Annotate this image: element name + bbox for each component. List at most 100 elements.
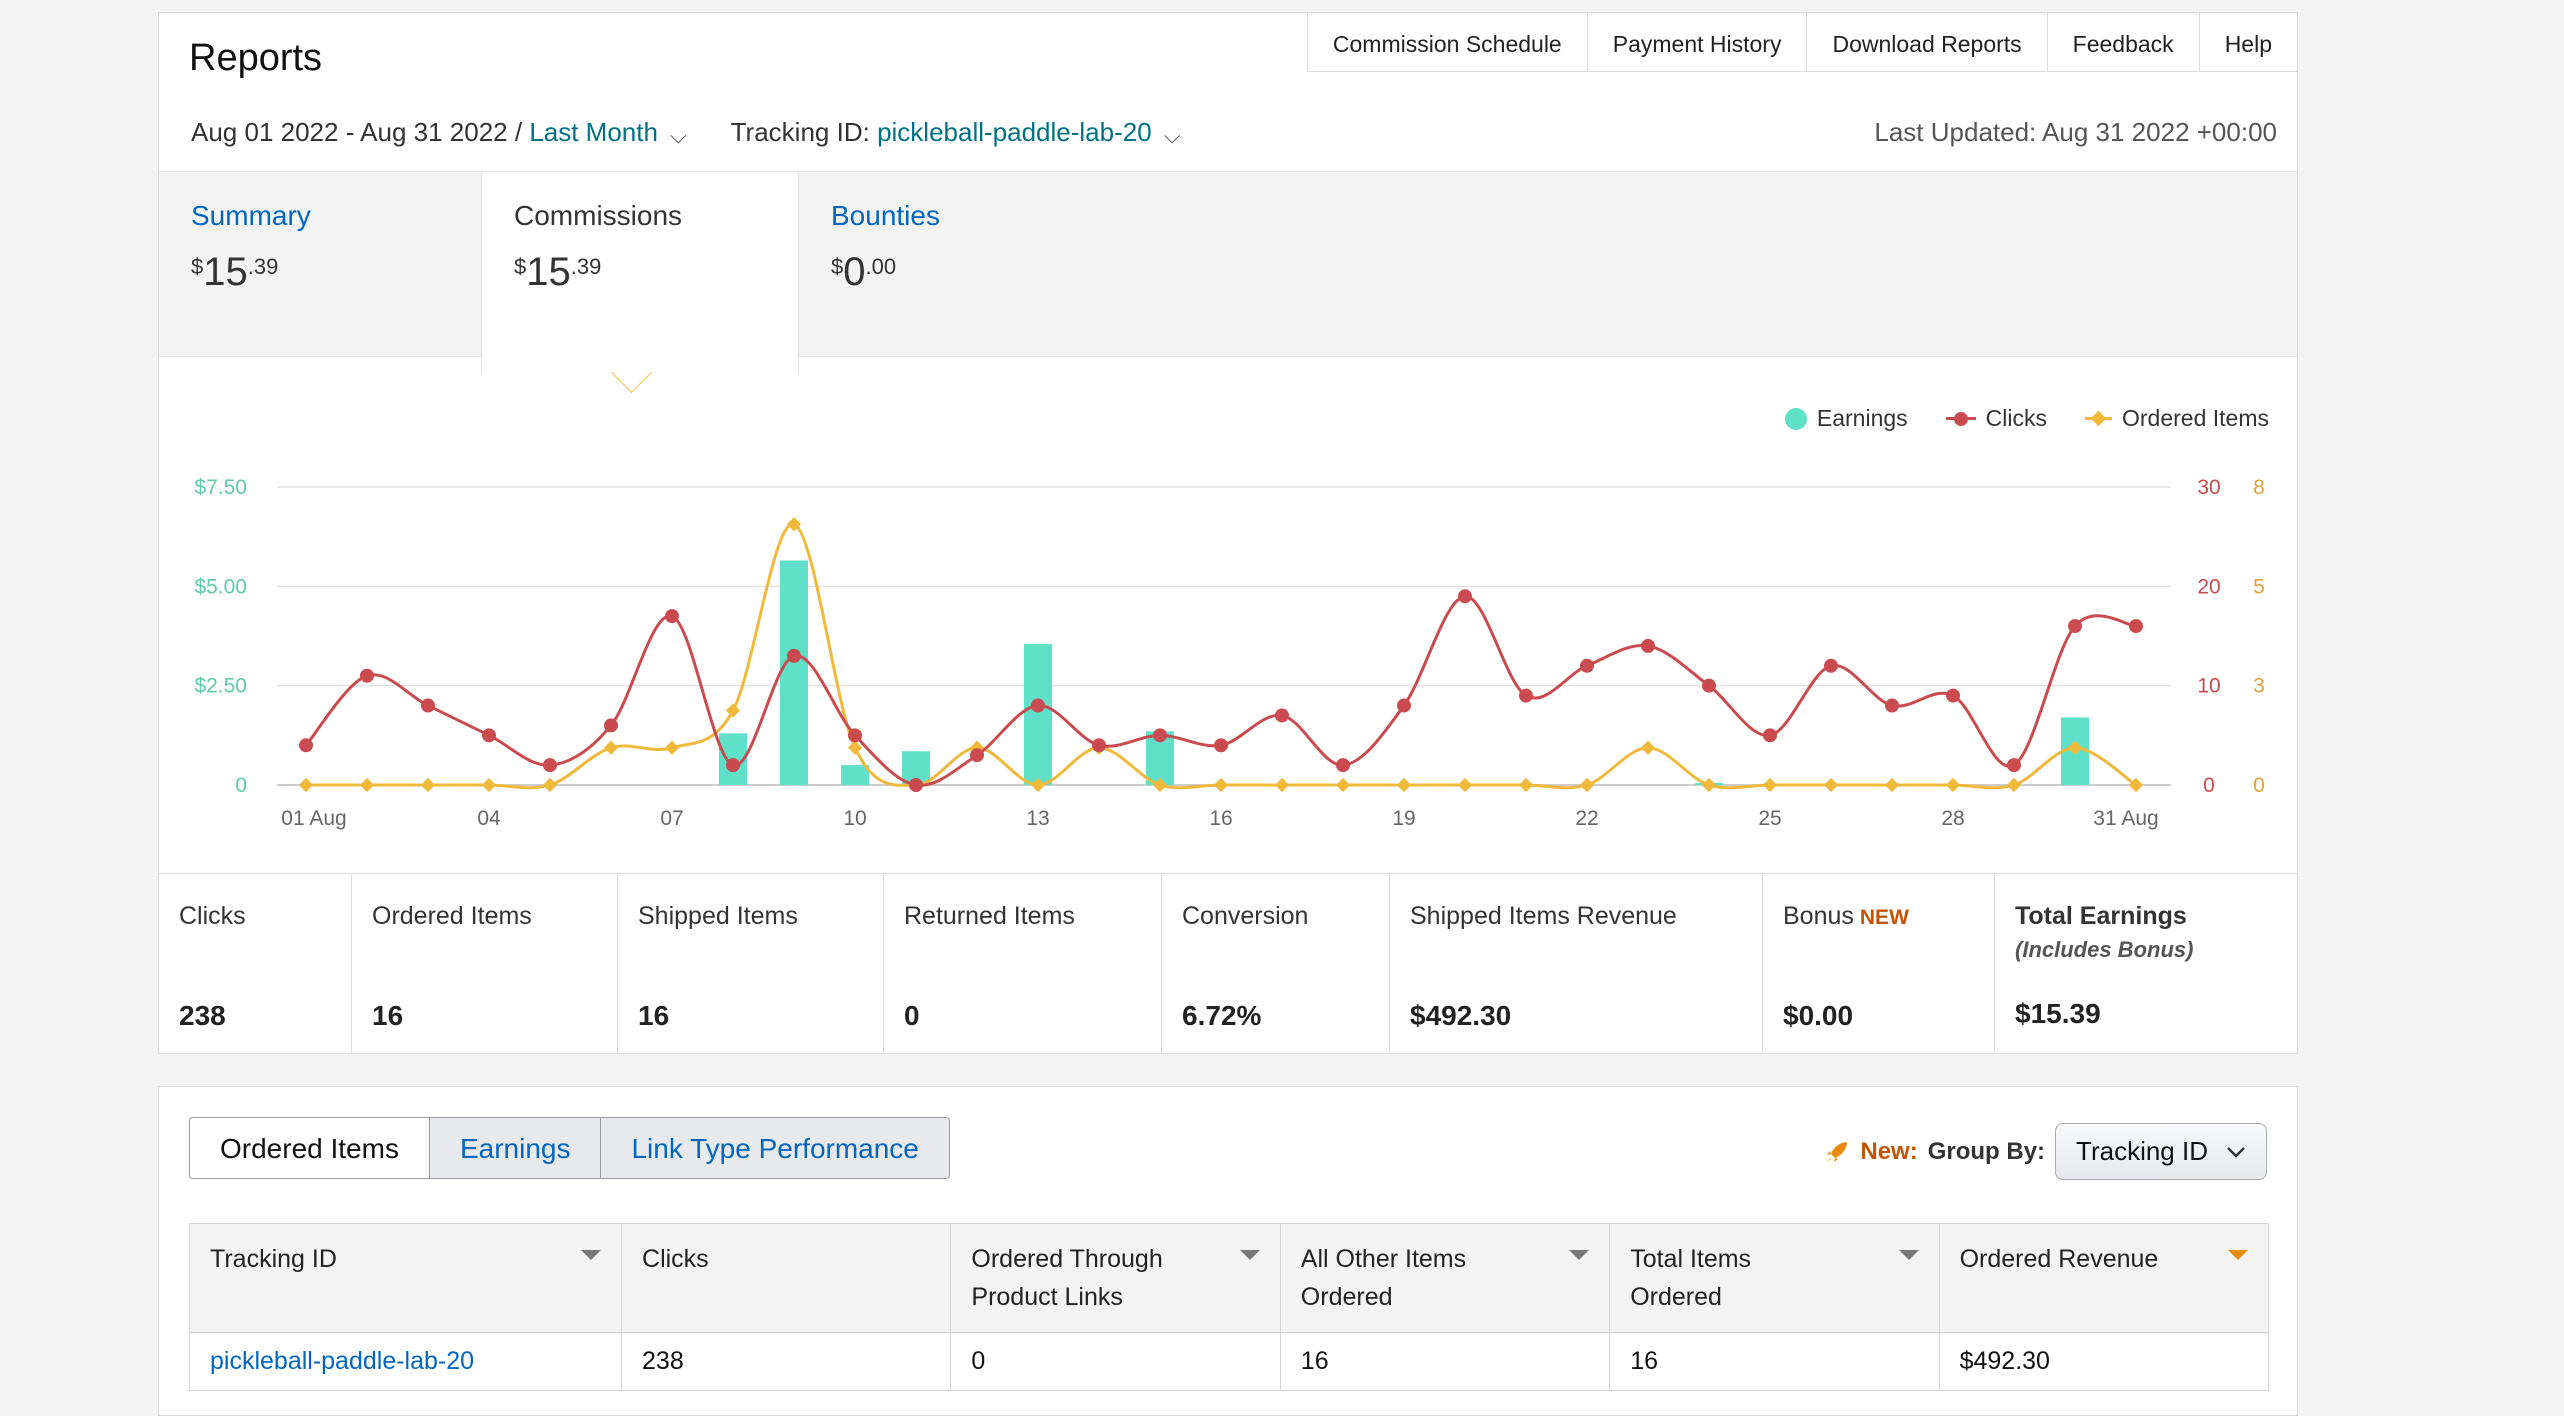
ordered-items-point: [481, 777, 497, 793]
tracking-id-label: Tracking ID:: [730, 117, 870, 147]
group-by-control: New: Group By: Tracking ID: [1824, 1123, 2267, 1180]
date-separator: /: [514, 117, 523, 147]
sort-caret-icon[interactable]: [1569, 1250, 1590, 1260]
tab-bounties[interactable]: Bounties $0.00: [799, 172, 1121, 356]
ordered-items-point: [847, 740, 863, 755]
x-axis-tick-label: 28: [1941, 807, 1964, 830]
tracking-id-link[interactable]: pickleball-paddle-lab-20: [188, 1332, 623, 1391]
column-total-items[interactable]: Total Items Ordered: [1609, 1223, 1940, 1333]
date-preset-dropdown[interactable]: Last Month: [529, 117, 658, 147]
ordered-items-point: [1213, 777, 1229, 793]
x-axis-tick-label: 31 Aug: [2093, 807, 2158, 830]
report-tabs: Summary $15.39 Commissions $15.39 Bounti…: [159, 171, 2297, 372]
download-reports-link[interactable]: Download Reports: [1806, 13, 2047, 72]
right-axis-clicks-tick-label: 30: [2197, 476, 2220, 499]
feedback-link[interactable]: Feedback: [2046, 13, 2199, 72]
ordered-items-point: [1274, 777, 1290, 793]
help-link[interactable]: Help: [2198, 13, 2297, 72]
clicks-point: [909, 778, 923, 792]
clicks-point: [543, 758, 557, 773]
tracking-id-dropdown[interactable]: pickleball-paddle-lab-20: [877, 117, 1152, 147]
clicks-point: [1763, 728, 1777, 743]
clicks-point: [2007, 758, 2021, 773]
column-tracking-id[interactable]: Tracking ID: [188, 1223, 623, 1333]
payment-history-link[interactable]: Payment History: [1586, 13, 1807, 72]
tab-summary-label: Summary: [191, 200, 311, 231]
ordered-items-point: [1457, 777, 1473, 793]
ordered-items-line: [305, 522, 2137, 790]
clicks-point: [1153, 728, 1167, 743]
legend-ordered-items[interactable]: Ordered Items: [2085, 405, 2269, 432]
x-axis-tick-label: 16: [1209, 807, 1232, 830]
tab-link-type-performance[interactable]: Link Type Performance: [600, 1118, 949, 1178]
x-axis-tick-label: 01 Aug: [281, 807, 346, 830]
ordered-items-point: [1335, 777, 1351, 793]
date-range-text: Aug 01 2022 - Aug 31 2022: [191, 117, 508, 147]
earnings-bar: [841, 765, 869, 785]
group-by-new-label: New:: [1860, 1137, 1918, 1165]
tab-bounties-label: Bounties: [831, 200, 940, 231]
sort-caret-icon[interactable]: [581, 1250, 602, 1260]
tab-earnings[interactable]: Earnings: [428, 1118, 601, 1178]
clicks-point: [299, 738, 313, 753]
column-clicks[interactable]: Clicks: [621, 1223, 952, 1333]
clicks-point: [1092, 738, 1106, 753]
left-axis-tick-label: $5.00: [194, 575, 247, 598]
clicks-point: [726, 758, 740, 773]
clicks-point: [1214, 738, 1228, 753]
column-ordered-through-product-links[interactable]: Ordered Through Product Links: [950, 1223, 1281, 1333]
sort-caret-icon[interactable]: [1239, 1250, 1260, 1260]
x-axis-tick-label: 25: [1758, 807, 1781, 830]
column-ordered-revenue[interactable]: Ordered Revenue: [1938, 1223, 2270, 1333]
group-by-select[interactable]: Tracking ID: [2055, 1123, 2267, 1180]
ordered-items-point: [359, 777, 375, 793]
clicks-point: [1580, 658, 1594, 673]
clicks-line: [304, 594, 2137, 787]
commission-schedule-link[interactable]: Commission Schedule: [1306, 13, 1587, 72]
ordered-items-point: [1396, 777, 1412, 793]
chevron-down-icon[interactable]: ⌵: [669, 123, 687, 148]
new-badge: NEW: [1859, 906, 1909, 929]
tab-commissions[interactable]: Commissions $15.39: [481, 172, 799, 372]
table-cell: 238: [621, 1332, 952, 1391]
sort-caret-icon[interactable]: [2228, 1250, 2248, 1260]
detail-tabs: Ordered Items Earnings Link Type Perform…: [189, 1117, 950, 1179]
clicks-point: [1458, 589, 1472, 604]
ordered-items-point: [1945, 777, 1961, 793]
ordered-items-point: [1152, 777, 1168, 793]
tab-ordered-items[interactable]: Ordered Items: [190, 1118, 429, 1178]
clicks-point: [1824, 658, 1838, 673]
left-axis-tick-label: $7.50: [194, 476, 247, 499]
tab-commissions-label: Commissions: [514, 200, 683, 231]
earnings-bar: [1024, 643, 1052, 785]
ordered-items-point: [603, 740, 619, 755]
x-axis-tick-label: 22: [1575, 807, 1598, 830]
metric-shipped-revenue: Shipped Items Revenue $492.30: [1390, 874, 1763, 1054]
tab-summary-amount: $15.39: [191, 250, 279, 294]
right-axis-ordered-tick-label: 8: [2253, 476, 2265, 499]
clicks-point: [1275, 708, 1289, 723]
earnings-chart: 0 $2.50 $5.00 $7.50 0 10 20 30 0 3 5 8 01 Aug 04 07 10 1…: [194, 476, 2265, 830]
sort-caret-icon[interactable]: [1898, 1250, 1919, 1260]
metric-clicks: Clicks 238: [159, 874, 352, 1054]
column-all-other-items[interactable]: All Other Items Ordered: [1279, 1223, 1611, 1333]
right-axis-clicks-tick-label: 0: [2203, 774, 2215, 797]
earnings-bar: [780, 560, 808, 785]
left-axis-tick-label: 0: [235, 774, 247, 797]
x-axis-tick-label: 07: [660, 807, 683, 830]
ordered-items-point: [420, 777, 436, 793]
x-axis-tick-label: 19: [1392, 807, 1415, 830]
chevron-down-icon: [2227, 1146, 2245, 1158]
ordered-items-point: [1579, 777, 1595, 793]
metric-total-earnings: Total Earnings (Includes Bonus) $15.39: [2015, 902, 2194, 1029]
tab-summary[interactable]: Summary $15.39: [159, 172, 481, 356]
clicks-point: [1946, 688, 1960, 703]
table-row: pickleball-paddle-lab-20 238 0 16 16 $49…: [188, 1332, 2270, 1391]
ordered-items-point: [298, 777, 314, 793]
chart-legend: Earnings Clicks Ordered Items: [1784, 405, 2269, 432]
chevron-down-icon[interactable]: ⌵: [1163, 123, 1181, 148]
legend-clicks[interactable]: Clicks: [1945, 405, 2047, 432]
table-cell: 0: [950, 1332, 1281, 1391]
legend-earnings[interactable]: Earnings: [1784, 405, 1908, 432]
ordered-items-point: [1030, 777, 1046, 793]
